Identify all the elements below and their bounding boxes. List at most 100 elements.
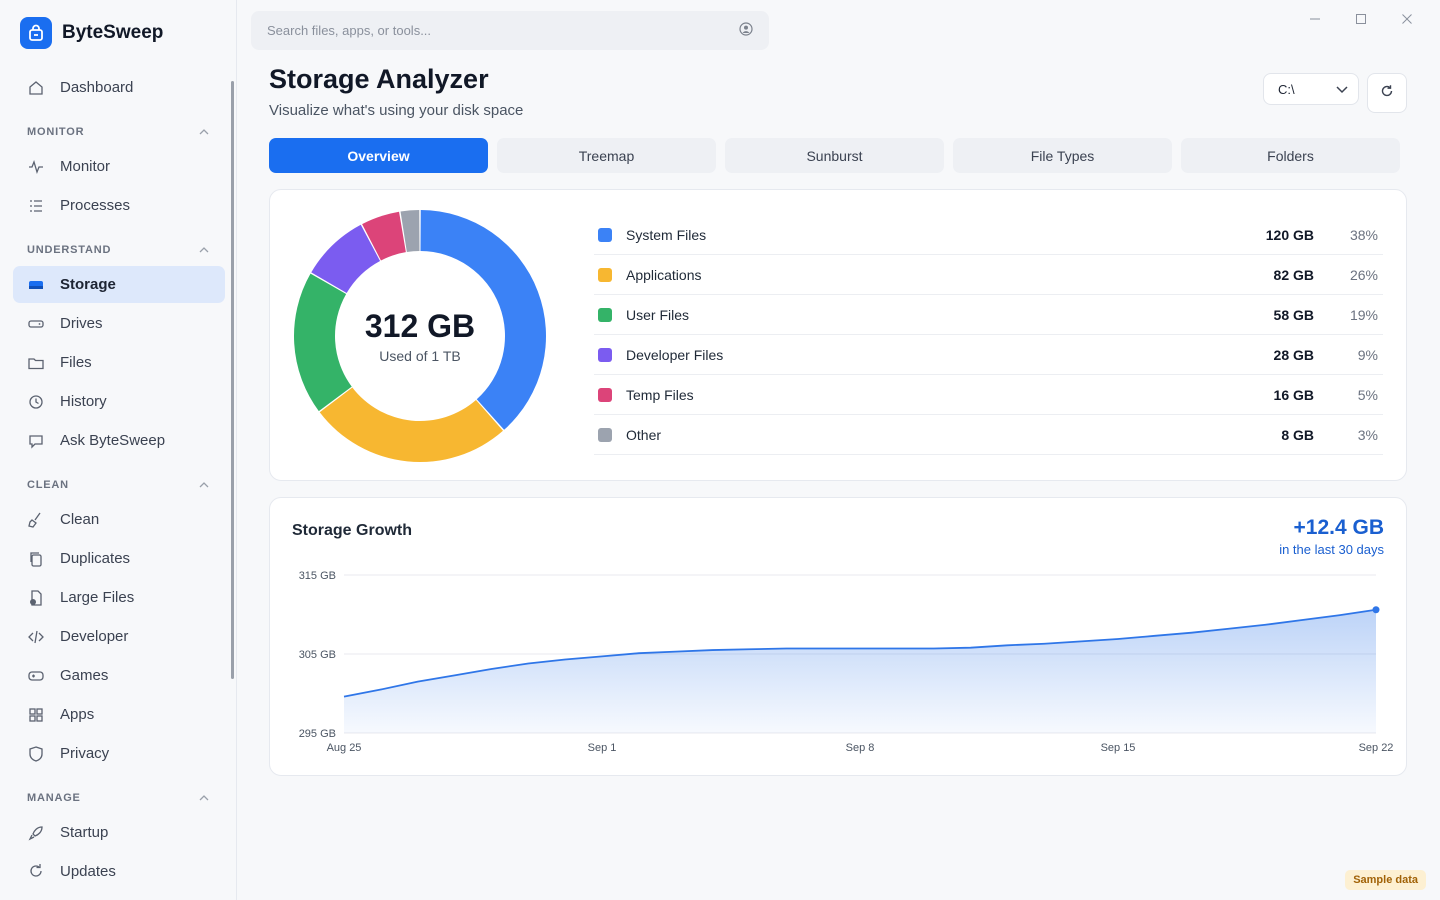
sidebar-scrollbar[interactable] [231,81,234,679]
category-size: 28 GB [1273,346,1314,363]
tab-overview[interactable]: Overview [269,138,488,173]
donut-slice-temp-files[interactable] [362,211,406,261]
search-bar[interactable]: Search files, apps, or tools... [251,11,769,50]
drive-select-value: C:\ [1278,81,1295,97]
sidebar-section-monitor[interactable]: MONITOR [13,108,225,148]
breakdown-legend: System Files 120 GB 38% Applications 82 GB 26… [594,215,1383,455]
sidebar-section-clean[interactable]: CLEAN [13,461,225,501]
sidebar-item-label: Monitor [60,158,111,175]
sidebar-item-label: Updates [60,863,116,880]
tab-sunburst[interactable]: Sunburst [725,138,944,173]
tab-file-types[interactable]: File Types [953,138,1172,173]
sidebar-item-updates[interactable]: Updates [13,853,225,890]
legend-row[interactable]: Developer Files 28 GB 9% [594,335,1383,375]
sidebar-item-storage[interactable]: Storage [13,266,225,303]
sidebar-item-label: Clean [60,511,100,528]
category-name: System Files [626,226,707,243]
sidebar-item-label: Dashboard [60,79,134,96]
category-name: Other [626,426,662,443]
chevron-up-icon[interactable] [199,479,209,491]
refresh-button[interactable] [1367,73,1407,113]
sidebar-item-privacy[interactable]: Privacy [13,735,225,772]
sidebar-item-label: Privacy [60,745,110,762]
legend-row[interactable]: User Files 58 GB 19% [594,295,1383,335]
donut-slice-developer-files[interactable] [311,224,381,294]
tab-folders[interactable]: Folders [1181,138,1400,173]
chevron-up-icon[interactable] [199,244,209,256]
close-icon[interactable] [1384,8,1430,30]
legend-row[interactable]: System Files 120 GB 38% [594,215,1383,255]
chevron-up-icon[interactable] [199,792,209,804]
list-icon [27,197,45,215]
sidebar-section-understand[interactable]: UNDERSTAND [13,226,225,266]
sidebar-item-dashboard[interactable]: Dashboard [13,69,225,106]
copy-icon [27,550,45,568]
sidebar-item-ask-bytesweep[interactable]: Ask ByteSweep [13,422,225,459]
storage-donut-chart [294,210,546,463]
legend-swatch [598,387,612,402]
sidebar-section-label: MANAGE [27,792,81,804]
search-input[interactable]: Search files, apps, or tools... [267,23,432,38]
donut-slice-applications[interactable] [319,387,503,463]
y-tick-label: 305 GB [299,649,336,661]
legend-swatch [598,427,612,442]
maximize-icon[interactable] [1338,8,1384,30]
category-percent: 9% [1357,346,1378,363]
sidebar-item-clean[interactable]: Clean [13,501,225,538]
disk-icon [27,276,45,294]
page-title: Storage Analyzer [269,64,489,94]
donut-slice-system-files[interactable] [420,210,546,430]
lock-bag-icon [20,17,52,49]
sidebar-item-label: Processes [60,197,131,214]
legend-row[interactable]: Temp Files 16 GB 5% [594,375,1383,415]
sidebar-item-maintenance[interactable]: Maintenance [13,892,225,900]
growth-title: Storage Growth [292,522,413,539]
sidebar-item-processes[interactable]: Processes [13,187,225,224]
sidebar-item-label: Apps [60,706,95,723]
donut-slice-other[interactable] [400,210,420,253]
user-circle-icon[interactable] [739,22,753,39]
category-size: 82 GB [1273,266,1314,283]
folder-icon [27,354,45,372]
sidebar-item-large-files[interactable]: Large Files [13,579,225,616]
chat-icon [27,432,45,450]
sidebar-item-developer[interactable]: Developer [13,618,225,655]
sidebar-item-label: Drives [60,315,103,332]
category-name: Developer Files [626,346,724,363]
legend-row[interactable]: Other 8 GB 3% [594,415,1383,455]
sidebar-item-label: Startup [60,824,109,841]
sidebar-item-label: Storage [60,276,116,293]
sidebar-section-label: UNDERSTAND [27,244,112,256]
chevron-down-icon [1336,82,1348,97]
sidebar-item-startup[interactable]: Startup [13,814,225,851]
sidebar-item-label: Games [60,667,109,684]
tab-treemap[interactable]: Treemap [497,138,716,173]
code-icon [27,628,45,646]
history-icon [27,393,45,411]
drive-icon [27,315,45,333]
sidebar-item-monitor[interactable]: Monitor [13,148,225,185]
pulse-icon [27,158,45,176]
legend-row[interactable]: Applications 82 GB 26% [594,255,1383,295]
donut-slice-user-files[interactable] [294,273,352,412]
legend-swatch [598,227,612,242]
x-tick-label: Sep 8 [846,742,875,754]
category-percent: 38% [1349,226,1378,243]
category-percent: 5% [1357,386,1378,403]
apps-icon [27,706,45,724]
category-size: 8 GB [1281,426,1314,443]
sidebar-item-duplicates[interactable]: Duplicates [13,540,225,577]
sidebar-item-apps[interactable]: Apps [13,696,225,733]
sidebar-item-history[interactable]: History [13,383,225,420]
category-size: 58 GB [1273,306,1314,323]
sidebar-section-manage[interactable]: MANAGE [13,774,225,814]
sidebar-item-label: Files [60,354,92,371]
sidebar-item-drives[interactable]: Drives [13,305,225,342]
drive-select[interactable]: C:\ [1263,73,1359,105]
sidebar-item-files[interactable]: Files [13,344,225,381]
sidebar-item-games[interactable]: Games [13,657,225,694]
minimize-icon[interactable] [1292,8,1338,30]
growth-latest-point[interactable] [1372,606,1380,614]
brand[interactable]: ByteSweep [20,17,163,49]
chevron-up-icon[interactable] [199,126,209,138]
